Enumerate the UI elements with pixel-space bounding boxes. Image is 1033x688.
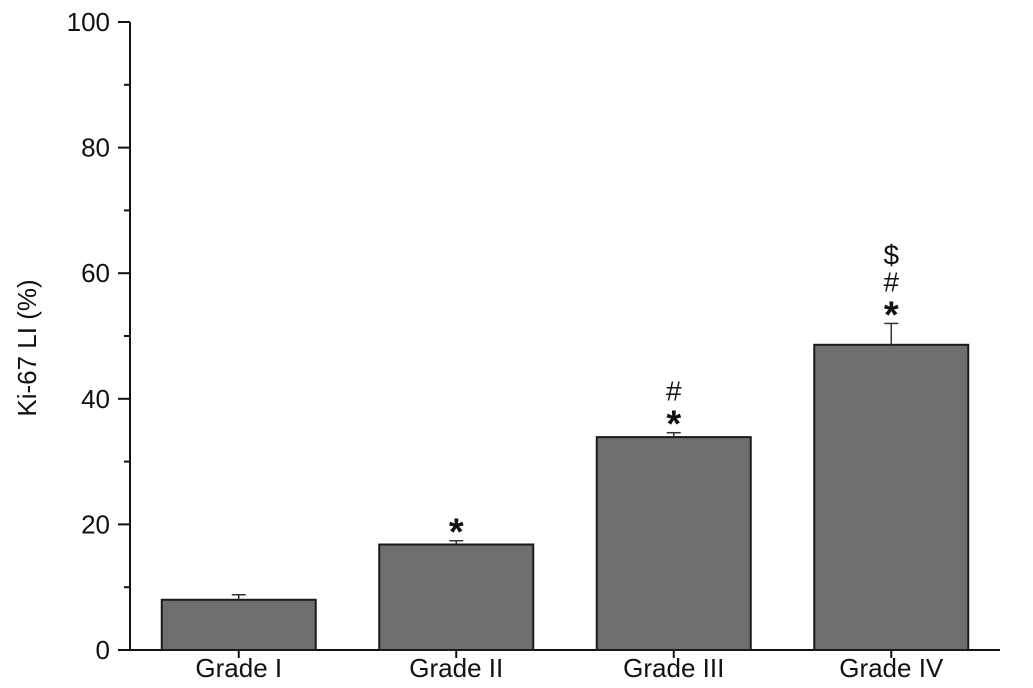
x-tick-label: Grade III xyxy=(623,653,724,683)
significance-mark: * xyxy=(666,404,681,446)
x-tick-label: Grade IV xyxy=(839,653,944,683)
y-axis: 0 20 40 60 80 100 xyxy=(67,7,131,665)
significance-mark: $ xyxy=(883,239,899,270)
x-axis: Grade I Grade II Grade III Grade IV xyxy=(130,649,1000,683)
significance-mark: * xyxy=(884,294,899,336)
y-tick-label: 60 xyxy=(81,258,110,288)
error-bars xyxy=(231,322,899,600)
bar-grade-ii xyxy=(378,543,535,651)
significance-annotations: **#*#$ xyxy=(449,239,900,553)
significance-mark: * xyxy=(449,512,464,554)
y-tick-label: 40 xyxy=(81,384,110,414)
bar-grade-iv xyxy=(813,343,970,651)
y-tick-label: 20 xyxy=(81,509,110,539)
bar-grade-i xyxy=(160,598,317,652)
x-tick-label: Grade I xyxy=(195,653,282,683)
y-tick-label: 100 xyxy=(67,7,110,37)
y-axis-title: Ki-67 LI (%) xyxy=(12,279,42,416)
bars xyxy=(160,343,970,652)
x-tick-label: Grade II xyxy=(409,653,503,683)
y-tick-label: 80 xyxy=(81,133,110,163)
bar-grade-iii xyxy=(595,436,752,651)
significance-mark: # xyxy=(883,266,899,297)
y-tick-label: 0 xyxy=(96,635,110,665)
significance-mark: # xyxy=(666,376,682,407)
